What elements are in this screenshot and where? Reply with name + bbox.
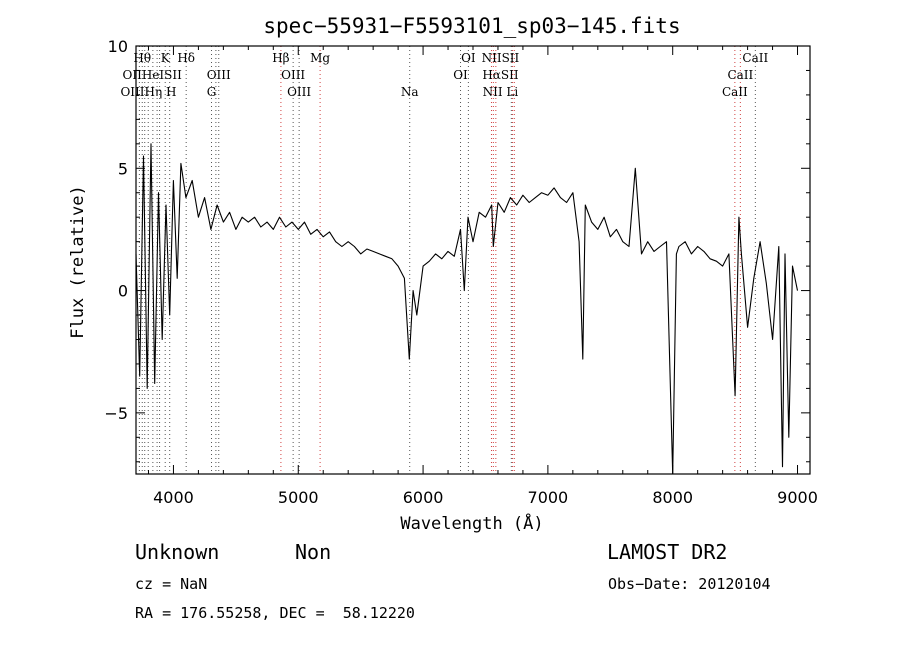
y-axis: −5 0 5 10 — [104, 37, 810, 463]
line-marker-label: OI — [453, 68, 468, 82]
line-marker-label: Na — [401, 85, 419, 99]
line-marker-labels: Hθ K Hδ Hβ Mg OI NIISII CaII OIIHeISII OIII OIII OI… — [120, 51, 768, 99]
redshift-label: cz = NaN — [135, 575, 208, 593]
line-marker-label: Mg — [310, 51, 330, 65]
line-marker-label: Hδ — [177, 51, 195, 65]
survey-label: LAMOST DR2 — [607, 540, 728, 564]
y-tick-label: −5 — [104, 404, 128, 423]
line-marker-label: OIIHeISII — [123, 68, 183, 82]
line-marker-label: OIIIHη H — [120, 85, 176, 99]
line-marker-label: OIII — [207, 68, 231, 82]
subclass-label: Non — [295, 540, 332, 564]
line-marker-label: K — [161, 51, 171, 65]
y-axis-label: Flux (relative) — [68, 185, 88, 339]
x-axis-label: Wavelength (Å) — [400, 512, 543, 534]
line-marker-label: OI — [461, 51, 476, 65]
line-marker-label: CaII — [722, 85, 748, 99]
plot-frame — [135, 45, 811, 475]
coordinates-label: RA = 176.55258, DEC = 58.12220 — [135, 604, 415, 622]
chart-title: spec−55931−F5593101_sp03−145.fits — [263, 14, 680, 38]
line-marker-layer — [138, 46, 756, 474]
line-marker-label: OIII — [287, 85, 311, 99]
x-tick-label: 5000 — [278, 488, 319, 507]
y-tick-label: 5 — [118, 159, 128, 178]
line-marker-label: CaII — [727, 68, 753, 82]
x-tick-label: 7000 — [528, 488, 569, 507]
line-marker-label: Hβ — [272, 51, 289, 65]
x-tick-label: 9000 — [777, 488, 818, 507]
spectrum-line — [135, 143, 799, 475]
obs-date-label: Obs−Date: 20120104 — [608, 575, 771, 593]
x-axis: 4000 5000 6000 7000 8000 9000 — [147, 46, 818, 507]
y-tick-label: 10 — [108, 37, 128, 56]
line-marker-label: Hθ — [133, 51, 151, 65]
class-label: Unknown — [135, 540, 220, 564]
line-marker-label: OIII — [281, 68, 305, 82]
y-tick-label: 0 — [118, 282, 128, 301]
line-marker-label: G — [207, 85, 217, 99]
spectrum-series — [135, 143, 799, 475]
x-tick-label: 4000 — [153, 488, 194, 507]
x-tick-label: 6000 — [403, 488, 444, 507]
line-marker-label: HαSII — [482, 68, 519, 82]
x-tick-label: 8000 — [652, 488, 693, 507]
line-marker-label: NIISII — [482, 51, 520, 65]
line-marker-label: NII Li — [483, 85, 519, 99]
line-marker-label: CaII — [742, 51, 768, 65]
